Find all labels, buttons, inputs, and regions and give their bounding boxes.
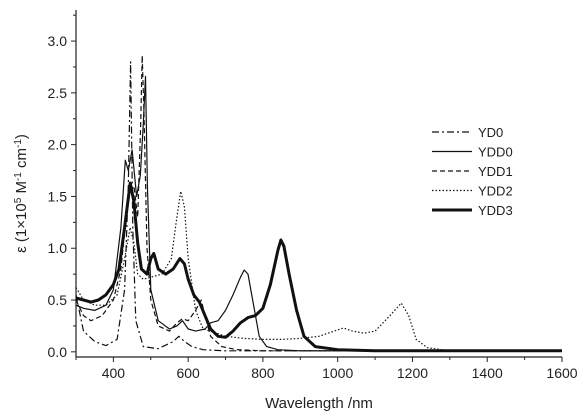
x-axis-title: Wavelength /nm (265, 395, 373, 412)
legend-label-ydd2: YDD2 (478, 184, 513, 199)
x-tick-label: 1000 (322, 365, 353, 381)
y-tick-label: 1.0 (48, 240, 68, 256)
x-tick-label: 1400 (472, 365, 503, 381)
x-tick-label: 600 (176, 365, 200, 381)
series-layer (75, 55, 562, 353)
series-line-ydd1 (75, 55, 562, 352)
x-tick-label: 1200 (397, 365, 428, 381)
series-line-ydd3 (75, 181, 562, 353)
series-line-yd0 (75, 61, 562, 352)
legend-label-ydd3: YDD3 (478, 203, 513, 218)
y-tick-label: 0.5 (48, 292, 68, 308)
y-tick-label: 1.5 (48, 188, 68, 204)
y-tick-label: 2.5 (48, 85, 68, 101)
legend-label-ydd1: YDD1 (478, 164, 513, 179)
legend-label-yd0: YD0 (478, 125, 503, 140)
y-axis-title: ε (1×105 M-1 cm-1) (13, 134, 31, 253)
y-tick-label: 3.0 (48, 33, 68, 49)
x-tick-label: 800 (251, 365, 275, 381)
axes: 400 600 800 1000 1200 1400 1600 0.0 0.5 1.0 1.5 2.0… (48, 10, 578, 381)
x-tick-label: 400 (102, 365, 126, 381)
legend: YD0 YDD0 YDD1 YDD2 YDD3 (432, 125, 513, 218)
y-tick-label: 0.0 (48, 344, 68, 360)
y-tick-label: 2.0 (48, 137, 68, 153)
series-line-ydd2 (75, 190, 562, 352)
x-tick-label: 1600 (546, 365, 577, 381)
series-line-ydd0 (75, 75, 562, 352)
legend-label-ydd0: YDD0 (478, 145, 513, 160)
